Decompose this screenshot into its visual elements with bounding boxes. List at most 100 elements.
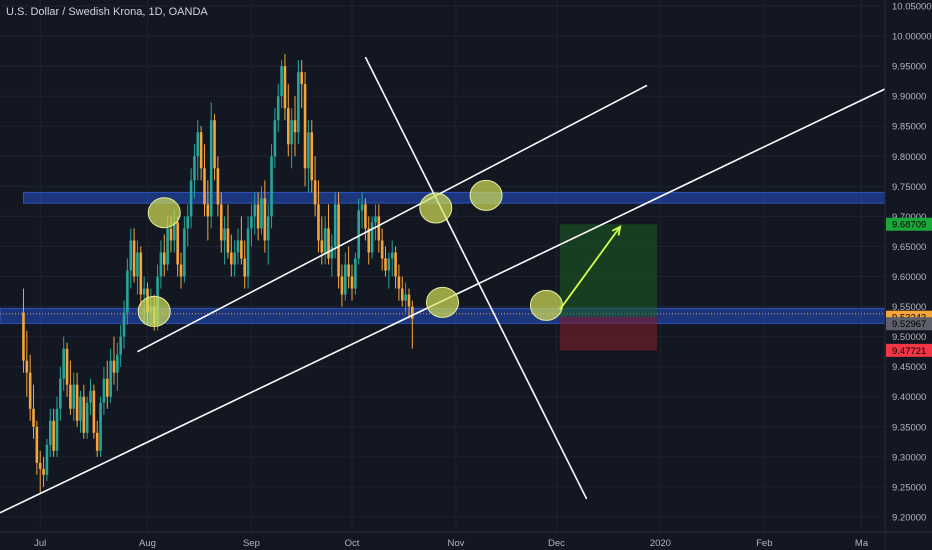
candle-body [300, 72, 304, 85]
candle-body [122, 312, 126, 337]
candle-body [270, 156, 273, 217]
candle-body [206, 204, 210, 217]
sma-price-tag-label: 9.52967 [892, 319, 926, 330]
candle-body [193, 156, 196, 181]
candle-body [179, 264, 183, 277]
price-tick-label: 9.65000 [892, 242, 926, 253]
price-tick-label: 10.00000 [892, 32, 932, 43]
candle-body [105, 378, 109, 397]
candle-body [75, 384, 79, 421]
candle-body [370, 222, 374, 253]
candle-body [223, 228, 226, 241]
price-tick-label: 10.05000 [892, 2, 932, 13]
highlight-circle [426, 286, 459, 318]
target-arrow [559, 224, 622, 311]
chart-title: U.S. Dollar / Swedish Krona, 1D, OANDA [6, 6, 208, 18]
price-tick-label: 9.20000 [892, 512, 926, 523]
candle-body [390, 252, 394, 259]
target-zone [559, 224, 658, 317]
time-tick-label: Feb [756, 538, 772, 549]
candle-body [253, 204, 257, 217]
price-tick-label: 9.40000 [892, 392, 926, 403]
candle-body [169, 228, 173, 241]
price-axis[interactable]: 9.20000 9.25000 9.30000 9.35000 9.40000 9.450… [884, 0, 932, 550]
candle-body [109, 360, 112, 397]
candle-body [42, 468, 45, 475]
time-tick-label: Ma [855, 538, 869, 549]
time-tick-label: Aug [139, 538, 156, 549]
candle-body [327, 228, 330, 259]
candle-body [119, 336, 122, 355]
candle-body [65, 348, 69, 385]
highlight-circle [137, 295, 171, 327]
candle-body [260, 198, 263, 229]
candle-body [323, 228, 327, 253]
candle-body [52, 420, 55, 451]
candle-body [256, 204, 260, 229]
candle-body [176, 222, 179, 265]
candle-body [357, 210, 360, 259]
candle-body [250, 216, 253, 229]
descending-line [364, 56, 588, 500]
candle-body [72, 384, 76, 409]
candle-body [310, 132, 314, 181]
candle-body [333, 204, 337, 247]
target-price-tag-label: 9.68709 [892, 220, 926, 231]
candle-body [243, 258, 247, 277]
candle-body [273, 120, 277, 157]
candle-body [126, 270, 129, 313]
candle-body [69, 384, 72, 409]
position-box [559, 224, 658, 351]
highlights [137, 179, 563, 327]
candle-body [400, 288, 404, 301]
candle-body [199, 132, 203, 169]
candle-body [240, 240, 243, 259]
arrow-head [611, 224, 622, 236]
stop-zone [559, 316, 658, 351]
candle-body [360, 204, 364, 211]
candle-body [283, 66, 287, 109]
candle-body [387, 258, 391, 271]
candle-body [347, 264, 350, 277]
candle-body [209, 120, 213, 217]
candle-body [286, 108, 290, 145]
time-axis[interactable]: Jul Aug Sep Oct Nov Dec 2020 Feb Ma [0, 531, 932, 550]
candles [22, 54, 414, 493]
time-tick-label: 2020 [650, 538, 671, 549]
candle-body [266, 216, 270, 241]
candle-body [313, 180, 317, 205]
candle-body [307, 132, 310, 169]
price-axis-bg [885, 0, 932, 550]
candle-body [337, 204, 340, 277]
candle-body [35, 426, 39, 463]
candle-body [189, 180, 193, 217]
candle-body [380, 240, 384, 259]
stop-price-tag [886, 343, 932, 357]
candle-body [196, 132, 200, 157]
candle-body [374, 216, 377, 223]
highlight-circle [529, 289, 563, 321]
price-tick-label: 9.30000 [892, 452, 926, 463]
candle-body [330, 246, 334, 259]
candle-body [166, 228, 169, 265]
candle-body [364, 204, 367, 229]
upper-channel-line [137, 84, 648, 353]
candle-body [22, 312, 25, 361]
candle-body [377, 216, 381, 241]
time-tick-label: Nov [447, 538, 464, 549]
highlight-circle [419, 192, 453, 224]
candle-body [55, 408, 59, 451]
price-tick-label: 9.25000 [892, 482, 926, 493]
candle-body [102, 378, 106, 403]
resistance-zone [22, 191, 886, 204]
candle-body [79, 396, 82, 421]
candle-body [394, 252, 397, 277]
candle-body [32, 408, 35, 427]
candle-body [116, 354, 119, 373]
candle-body [404, 294, 407, 301]
time-tick-label: Jul [34, 538, 46, 549]
candle-body [246, 228, 250, 277]
time-tick-label: Dec [548, 538, 565, 549]
